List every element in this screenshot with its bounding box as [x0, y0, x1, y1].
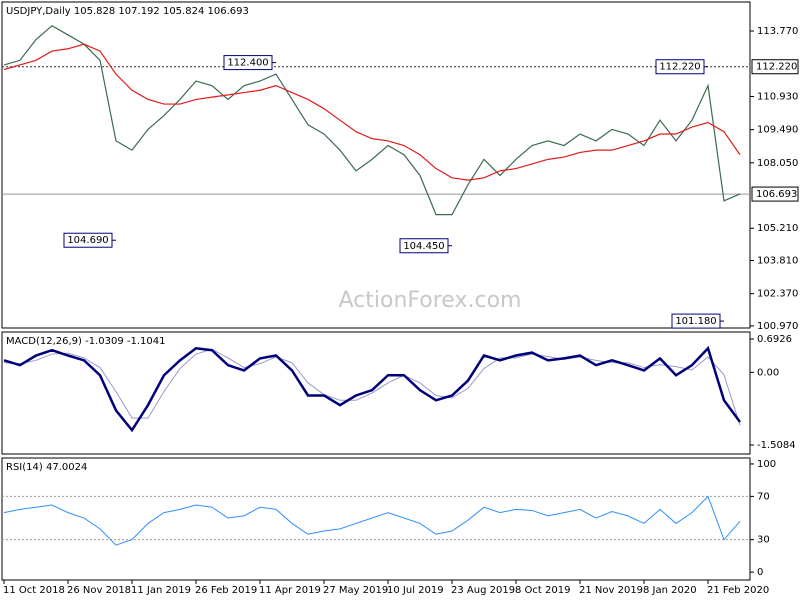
y-tick-label: 103.810 [757, 255, 798, 266]
macd-panel [1, 331, 751, 455]
series-line [3, 24, 741, 216]
annotation-box [655, 59, 705, 75]
series-line [3, 43, 741, 181]
x-tick-label: 11 Oct 2018 [3, 585, 65, 596]
y-tick-label: 110.930 [757, 91, 798, 102]
y-tick-label: 0.00 [757, 367, 779, 378]
x-tick-label: 11 Jan 2019 [131, 585, 191, 596]
price-panel [1, 1, 751, 329]
y-tick-label: 100 [757, 459, 776, 470]
x-tick-label: 27 May 2019 [323, 585, 388, 596]
annotation-box [63, 232, 113, 248]
x-tick-label: 8 Oct 2019 [515, 585, 570, 596]
x-tick-label: 23 Aug 2019 [451, 585, 515, 596]
annotation-label: 112.400 [227, 58, 268, 69]
x-tick-label: 21 Nov 2019 [579, 585, 643, 596]
y-tick-label: 105.210 [757, 223, 798, 234]
annotation-label: 101.180 [675, 316, 716, 327]
panel-title: USDJPY,Daily 105.828 107.192 105.824 106… [6, 6, 249, 17]
x-tick-label: 26 Nov 2018 [67, 585, 131, 596]
y-tick-label: 113.770 [757, 26, 798, 37]
y-tick-label: -1.5084 [757, 440, 796, 451]
y-tick-label: 100.970 [757, 321, 798, 332]
level-label-box [751, 59, 799, 75]
x-tick-label: 26 Feb 2019 [195, 585, 257, 596]
series-line [3, 345, 742, 433]
x-tick-label: 8 Jan 2020 [643, 585, 697, 596]
y-tick-label: 109.490 [757, 125, 798, 136]
y-tick-label: 0.6926 [757, 334, 792, 345]
panel-title: MACD(12,26,9) -1.0309 -1.1041 [6, 336, 166, 347]
annotation-label: 112.220 [659, 62, 700, 73]
x-tick-label: 11 Apr 2019 [259, 585, 321, 596]
y-tick-label: 108.050 [757, 158, 798, 169]
y-tick-label: 0 [757, 567, 763, 578]
level-label-box [751, 186, 799, 202]
rsi-panel [1, 457, 751, 581]
panel-title: RSI(14) 47.0024 [6, 462, 87, 473]
annotation-box [671, 313, 721, 329]
x-tick-label: 21 Feb 2020 [707, 585, 769, 596]
y-tick-label: 30 [757, 535, 770, 546]
annotation-box [223, 55, 273, 71]
level-label: 112.220 [756, 62, 797, 73]
y-tick-label: 102.370 [757, 289, 798, 300]
y-tick-label: 70 [757, 491, 770, 502]
level-label: 106.693 [756, 189, 797, 200]
series-line [3, 495, 741, 546]
annotation-box [399, 238, 449, 254]
watermark: ActionForex.com [339, 288, 522, 313]
annotation-label: 104.690 [67, 235, 108, 246]
x-tick-label: 10 Jul 2019 [387, 585, 444, 596]
annotation-label: 104.450 [403, 241, 444, 252]
